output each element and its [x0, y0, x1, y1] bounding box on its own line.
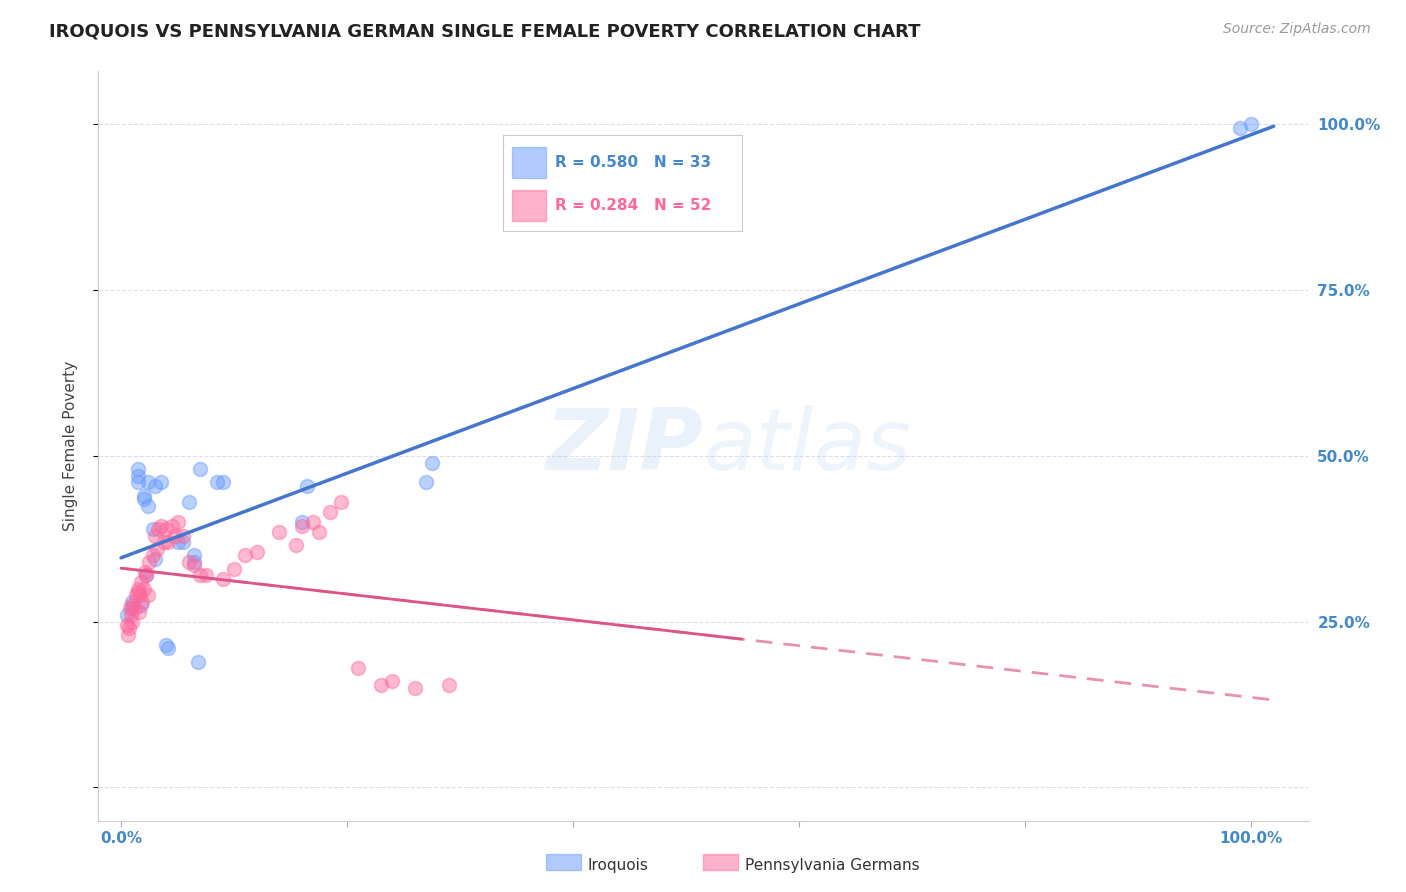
Text: Source: ZipAtlas.com: Source: ZipAtlas.com [1223, 22, 1371, 37]
Point [291, 518, 314, 533]
Text: atlas: atlas [703, 404, 911, 488]
Point [149, 518, 172, 533]
Point [166, 535, 188, 549]
Point [149, 475, 172, 490]
Point [285, 539, 308, 553]
Point [127, 462, 149, 476]
Point [131, 595, 153, 609]
Point [121, 615, 143, 629]
Point [127, 585, 149, 599]
Point [166, 515, 188, 529]
Point [291, 515, 314, 529]
Point [233, 549, 256, 563]
Point [155, 638, 177, 652]
Point [330, 495, 353, 509]
Point [148, 522, 170, 536]
Point [120, 601, 142, 615]
Point [143, 551, 166, 566]
Point [121, 598, 143, 612]
Point [142, 549, 165, 563]
Point [187, 655, 209, 669]
Text: R = 0.284   N = 52: R = 0.284 N = 52 [555, 198, 711, 213]
Y-axis label: Single Female Poverty: Single Female Poverty [63, 361, 77, 531]
Point [127, 582, 149, 596]
Point [135, 568, 157, 582]
Point [132, 491, 155, 506]
Point [437, 678, 460, 692]
Point [347, 661, 370, 675]
Point [172, 535, 194, 549]
Text: IROQUOIS VS PENNSYLVANIA GERMAN SINGLE FEMALE POVERTY CORRELATION CHART: IROQUOIS VS PENNSYLVANIA GERMAN SINGLE F… [49, 22, 921, 40]
Point [136, 475, 159, 490]
Point [319, 505, 342, 519]
Point [211, 475, 233, 490]
Point [183, 555, 205, 569]
Point [415, 475, 437, 490]
FancyBboxPatch shape [512, 147, 546, 178]
Point [160, 518, 183, 533]
Point [143, 528, 166, 542]
Point [143, 479, 166, 493]
Point [1240, 117, 1263, 131]
Point [183, 549, 205, 563]
FancyBboxPatch shape [512, 190, 546, 221]
Point [1229, 120, 1251, 135]
Point [381, 674, 404, 689]
Point [146, 541, 169, 556]
Point [142, 522, 165, 536]
Point [420, 456, 443, 470]
Point [132, 582, 155, 596]
Point [118, 621, 141, 635]
Point [131, 598, 153, 612]
Point [302, 515, 325, 529]
Point [157, 535, 180, 549]
Text: Iroquois: Iroquois [588, 858, 648, 872]
Point [124, 601, 146, 615]
Point [138, 555, 160, 569]
Point [188, 568, 211, 582]
Text: R = 0.580   N = 33: R = 0.580 N = 33 [555, 155, 711, 169]
Point [115, 608, 138, 623]
Point [132, 489, 155, 503]
Point [153, 535, 176, 549]
Point [205, 475, 228, 490]
Point [188, 462, 211, 476]
Point [117, 628, 139, 642]
Point [136, 588, 159, 602]
Point [297, 479, 319, 493]
Point [129, 588, 152, 602]
Point [128, 605, 150, 619]
Point [125, 588, 148, 602]
Point [157, 641, 180, 656]
Point [121, 595, 143, 609]
Point [246, 545, 269, 559]
Point [177, 495, 200, 509]
Point [177, 555, 200, 569]
Point [370, 678, 392, 692]
Point [183, 558, 205, 573]
Point [222, 562, 245, 576]
Text: ZIP: ZIP [546, 404, 703, 488]
Point [127, 475, 149, 490]
Point [115, 618, 138, 632]
Point [131, 574, 153, 589]
Point [121, 601, 143, 615]
Point [172, 528, 194, 542]
Point [211, 572, 233, 586]
Text: Pennsylvania Germans: Pennsylvania Germans [745, 858, 920, 872]
Point [404, 681, 426, 695]
Point [269, 525, 291, 540]
Point [135, 568, 157, 582]
Point [308, 525, 330, 540]
Point [136, 499, 159, 513]
Point [194, 568, 217, 582]
Point [120, 608, 142, 623]
Point [155, 522, 177, 536]
Point [127, 468, 149, 483]
Point [165, 528, 187, 542]
Point [134, 565, 156, 579]
